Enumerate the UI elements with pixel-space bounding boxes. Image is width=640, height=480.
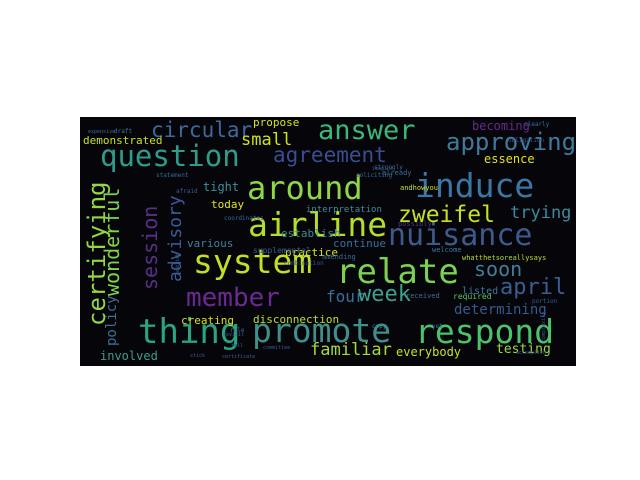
word-relate: relate: [336, 252, 459, 292]
word-interpretation: interpretation: [306, 205, 382, 215]
word-policy: policy: [104, 295, 120, 346]
word-trying: trying: [510, 203, 572, 223]
word-question: question: [100, 139, 240, 173]
word-testing: testing: [496, 342, 551, 357]
word-thing: thing: [138, 312, 241, 352]
word-system: system: [193, 242, 313, 281]
word-afraid: afraid: [176, 188, 198, 195]
word-tight: tight: [203, 180, 240, 194]
word-continue: continue: [333, 237, 386, 250]
word-revisit: revisit: [223, 332, 245, 338]
word-creating: creating: [181, 314, 234, 327]
word-promote: promote: [252, 311, 392, 350]
word-week: week: [358, 282, 411, 307]
word-everybody: everybody: [396, 345, 462, 359]
word-draft: draft: [114, 128, 133, 135]
word-becoming: becoming: [472, 119, 530, 133]
word-expensive: expensive: [88, 129, 116, 135]
word-clearly: clearly: [524, 121, 550, 128]
word-determining: determining: [454, 302, 547, 318]
word-various: various: [187, 237, 234, 250]
word-copy: copy: [372, 323, 387, 330]
word-listed: listed: [462, 286, 499, 297]
word-tell: tell: [231, 343, 244, 349]
word-small: small: [241, 130, 293, 150]
word-answer: answer: [318, 117, 416, 146]
word-yet: yet: [432, 323, 443, 330]
word-portion: portion: [532, 298, 558, 305]
word-combination: combination: [284, 260, 324, 267]
word-respond: respond: [415, 312, 555, 351]
word-complexity: complexity: [541, 311, 547, 342]
word-wonderful: wonderful: [100, 187, 124, 296]
word-approving: approving: [446, 128, 576, 156]
word-soon: soon: [474, 257, 523, 281]
word-rule: rule: [230, 327, 245, 334]
word-april: april: [500, 275, 567, 300]
word-airline: airline: [248, 205, 388, 244]
word-today: today: [211, 198, 245, 211]
word-supplemental: supplemental: [253, 246, 311, 255]
word-strongly: strongly: [374, 164, 403, 171]
word-whatthetsoreallysays: whatthetsoreallysays: [462, 254, 547, 262]
word-around: around: [247, 169, 363, 207]
word-welcome: welcome: [432, 246, 462, 254]
word-demonstrated: demonstrated: [83, 134, 163, 147]
word-essence: essence: [484, 152, 535, 166]
word-induce: induce: [415, 166, 535, 205]
word-received: received: [406, 292, 440, 300]
word-practice: practice: [285, 246, 338, 259]
word-obligation: obligation: [508, 137, 545, 144]
word-member: member: [186, 283, 280, 313]
word-amending: amending: [322, 253, 356, 261]
word-accomplish: accomplish: [516, 350, 547, 356]
word-agreement: agreement: [273, 143, 387, 167]
word-andhowyou: andhowyou: [400, 184, 438, 192]
word-committee: committee: [263, 345, 291, 351]
word-familiar: familiar: [310, 340, 392, 360]
word-statement: statement: [156, 172, 189, 179]
word-coordinates: coordinates: [224, 215, 264, 222]
word-already: already: [382, 169, 412, 177]
word-four: four: [326, 287, 365, 306]
word-publish: publish: [175, 252, 181, 274]
word-circular: circular: [151, 118, 253, 142]
word-certificate: certificate: [222, 354, 256, 360]
word-imagine: imagine: [372, 166, 394, 172]
word-disconnection: disconnection: [253, 313, 340, 326]
word-propose: propose: [253, 117, 300, 129]
word-involved: involved: [100, 349, 158, 363]
word-required: required: [453, 292, 492, 301]
word-cloud: airline promote respond system relate nuisanc…: [80, 117, 576, 366]
word-session: session: [138, 205, 162, 290]
word-soliciting: soliciting: [356, 172, 393, 179]
word-nuisance: nuisance: [388, 218, 533, 253]
word-stick: stick: [190, 353, 206, 359]
word-possibly: possibly: [398, 220, 432, 228]
word-zweifel: zweifel: [398, 202, 495, 228]
word-establish: establish: [281, 227, 341, 240]
